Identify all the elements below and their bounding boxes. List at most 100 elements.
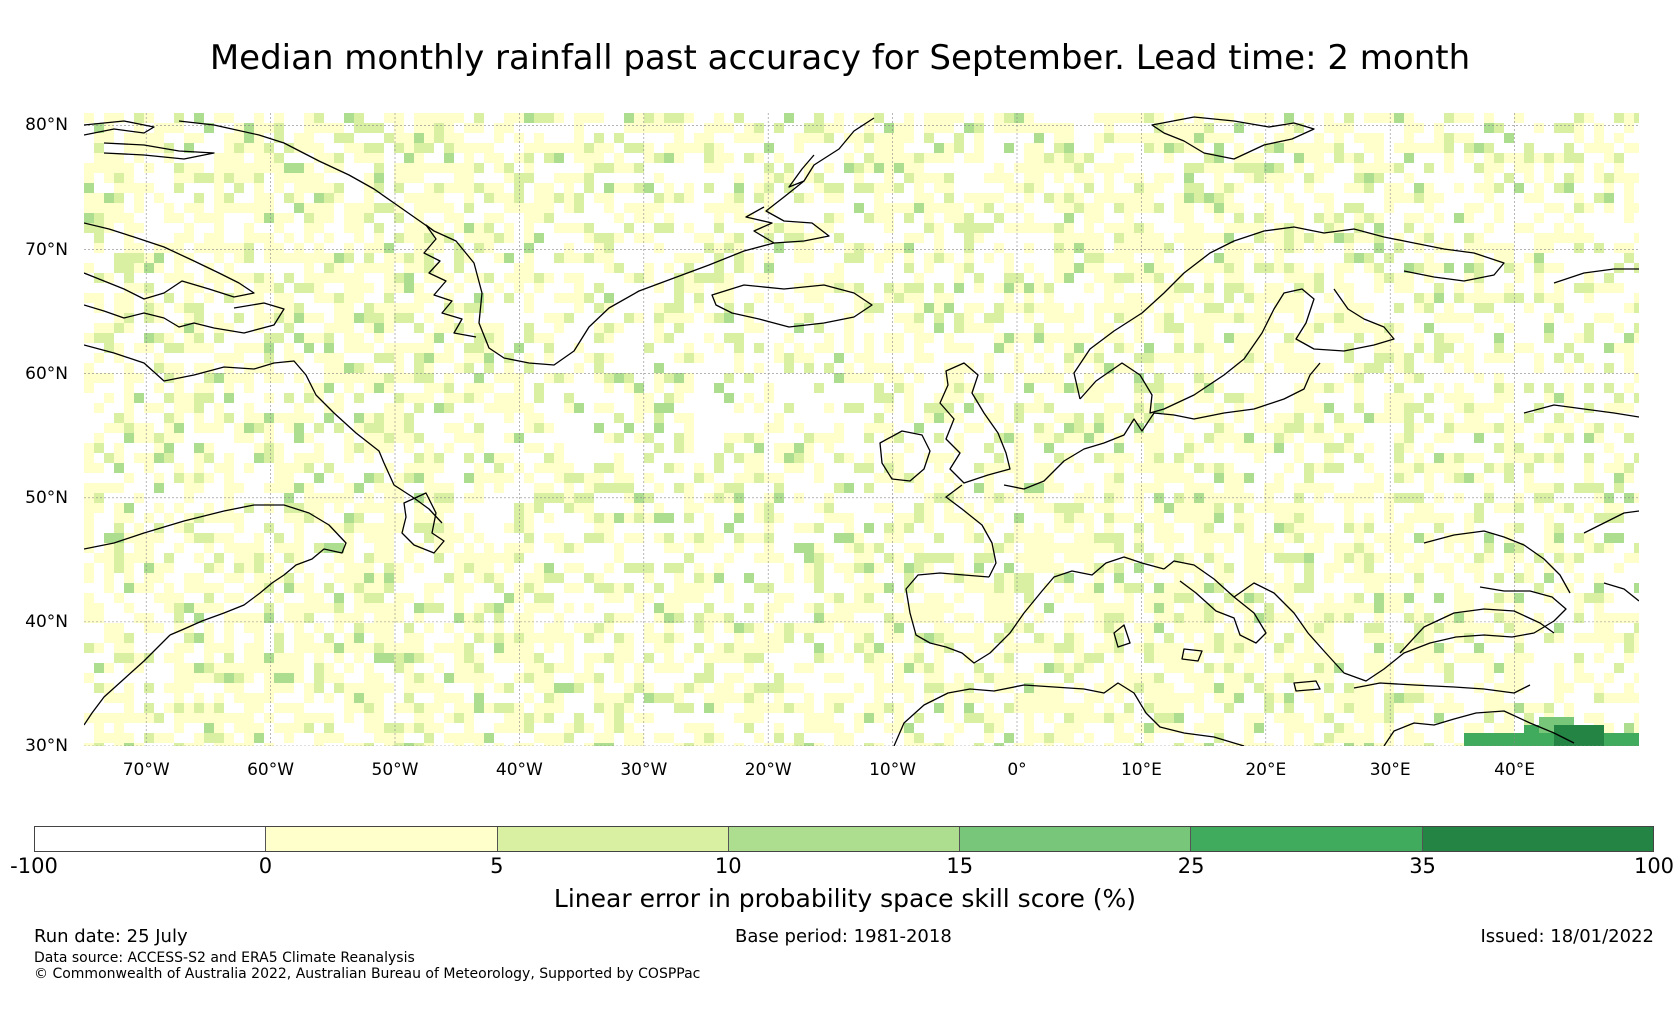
skill-cell — [1024, 403, 1034, 413]
skill-cell — [1234, 263, 1244, 273]
skill-cell — [684, 553, 694, 563]
skill-cell — [84, 373, 94, 383]
skill-cell — [1024, 123, 1034, 133]
skill-cell — [434, 183, 444, 193]
skill-cell — [1374, 573, 1384, 583]
skill-cell — [374, 413, 384, 423]
skill-cell — [614, 263, 624, 273]
skill-cell — [1094, 253, 1104, 263]
skill-cell — [334, 673, 344, 683]
skill-cell — [144, 533, 154, 543]
skill-cell — [1434, 643, 1444, 653]
skill-cell — [1084, 213, 1094, 223]
skill-cell — [1254, 373, 1264, 383]
skill-cell — [764, 553, 774, 563]
skill-cell — [744, 473, 754, 483]
skill-cell — [1264, 673, 1274, 683]
skill-cell — [1224, 203, 1234, 213]
skill-cell — [184, 513, 194, 523]
skill-cell — [1014, 623, 1024, 633]
skill-cell — [474, 433, 484, 443]
skill-cell — [644, 153, 654, 163]
skill-cell — [1134, 263, 1144, 273]
skill-cell — [1584, 403, 1594, 413]
skill-cell — [214, 423, 224, 433]
skill-cell — [984, 223, 994, 233]
skill-cell — [464, 203, 474, 213]
skill-cell — [1414, 533, 1424, 543]
skill-cell — [1484, 603, 1494, 613]
skill-cell — [724, 523, 734, 533]
skill-cell — [1394, 553, 1404, 563]
skill-cell — [124, 503, 134, 513]
skill-cell — [344, 213, 354, 223]
skill-cell — [644, 403, 654, 413]
skill-cell — [1184, 283, 1194, 293]
skill-cell — [1244, 573, 1254, 583]
skill-cell — [544, 423, 554, 433]
skill-cell — [1384, 513, 1394, 523]
skill-cell — [1624, 693, 1634, 703]
skill-cell — [364, 283, 374, 293]
skill-cell — [384, 303, 394, 313]
skill-cell — [1594, 313, 1604, 323]
skill-cell — [384, 513, 394, 523]
skill-cell — [514, 433, 524, 443]
skill-cell — [354, 143, 364, 153]
skill-cell — [634, 663, 644, 673]
skill-cell — [1194, 623, 1204, 633]
skill-cell — [254, 283, 264, 293]
skill-cell — [1144, 463, 1154, 473]
skill-cell — [414, 433, 424, 443]
skill-cell — [244, 173, 254, 183]
skill-cell — [564, 633, 574, 643]
skill-cell — [1434, 123, 1444, 133]
skill-cell — [164, 703, 174, 713]
skill-cell — [1254, 393, 1264, 403]
skill-cell — [184, 573, 194, 583]
skill-cell — [1134, 383, 1144, 393]
skill-cell — [1394, 403, 1404, 413]
skill-cell — [1334, 283, 1344, 293]
skill-cell — [674, 153, 684, 163]
skill-cell — [94, 153, 104, 163]
skill-cell — [1554, 523, 1564, 533]
skill-cell — [374, 123, 384, 133]
skill-cell — [1574, 653, 1584, 663]
skill-cell — [224, 463, 234, 473]
skill-cell — [494, 453, 504, 463]
skill-cell — [864, 153, 874, 163]
skill-cell — [404, 153, 414, 163]
skill-cell — [1304, 643, 1314, 653]
skill-cell — [1234, 223, 1244, 233]
skill-cell — [384, 293, 394, 303]
skill-cell — [1024, 483, 1034, 493]
skill-cell — [204, 563, 214, 573]
skill-cell — [664, 263, 674, 273]
skill-cell — [1154, 513, 1164, 523]
skill-cell — [1084, 283, 1094, 293]
skill-cell — [1184, 553, 1194, 563]
skill-cell — [554, 703, 564, 713]
skill-cell — [1544, 533, 1554, 543]
skill-cell — [334, 193, 344, 203]
skill-cell — [1074, 343, 1084, 353]
skill-cell — [1534, 243, 1544, 253]
skill-cell — [1574, 233, 1584, 243]
skill-cell — [1414, 603, 1424, 613]
skill-cell — [744, 453, 754, 463]
skill-cell — [1294, 203, 1304, 213]
skill-cell — [584, 173, 594, 183]
skill-cell — [424, 673, 434, 683]
skill-cell — [314, 543, 324, 553]
skill-cell — [104, 633, 114, 643]
skill-cell — [1224, 163, 1234, 173]
skill-cell — [374, 583, 384, 593]
skill-cell — [714, 273, 724, 283]
skill-cell — [894, 613, 904, 623]
skill-cell — [864, 603, 874, 613]
skill-cell — [164, 213, 174, 223]
skill-cell — [914, 503, 924, 513]
skill-cell — [904, 323, 914, 333]
skill-cell — [954, 573, 964, 583]
